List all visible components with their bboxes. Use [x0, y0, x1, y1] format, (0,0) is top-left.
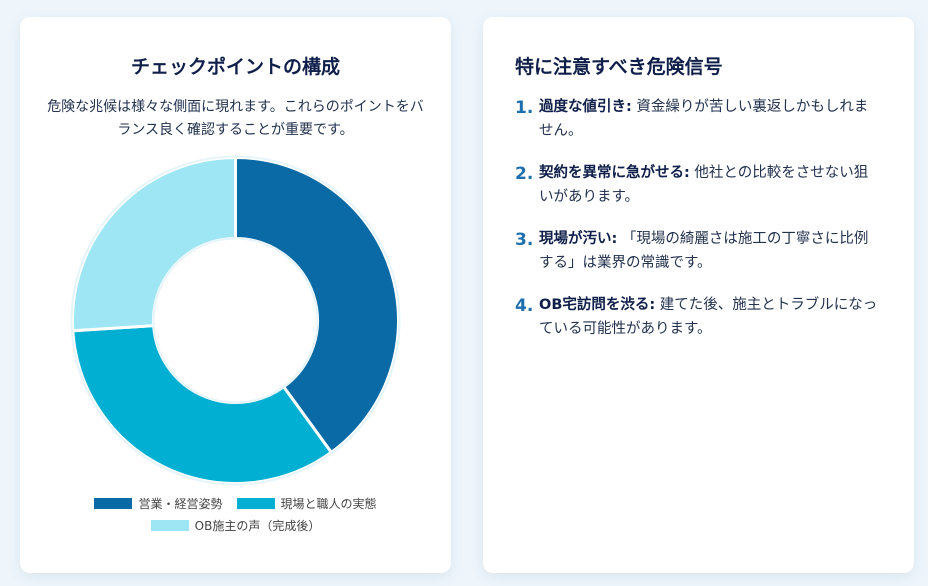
signal-number: 3. [515, 230, 534, 250]
legend-item[interactable]: 現場と職人の実態 [236, 495, 377, 512]
danger-signals-card: 特に注意すべき危険信号 1. 過度な値引き: 資金繰りが苦しい裏返しかもしれませ… [483, 17, 914, 573]
signal-body: 「現場の綺麗さは施工の丁寧さに比例する」は業界の常識です。 [539, 231, 869, 271]
legend-item[interactable]: OB施主の声（完成後） [150, 517, 321, 534]
legend-item[interactable]: 営業・経営姿勢 [94, 495, 223, 512]
composition-title: チェックポイントの構成 [130, 56, 340, 78]
donut-chart [70, 155, 401, 486]
signal-body: 他社との比較をさせない狙いがあります。 [539, 165, 869, 205]
composition-card: チェックポイントの構成 危険な兆候は様々な側面に現れます。これらのポイントをバラ… [20, 17, 451, 573]
danger-signal-list: 1. 過度な値引き: 資金繰りが苦しい裏返しかもしれません。 2. 契約を異常に… [515, 95, 880, 359]
donut-slice[interactable] [71, 324, 334, 485]
legend-label: OB施主の声（完成後） [194, 518, 321, 533]
legend-swatch [236, 497, 275, 509]
signal-number: 1. [515, 98, 534, 118]
legend-label: 現場と職人の実態 [280, 496, 377, 511]
danger-signal-item: 2. 契約を異常に急がせる: 他社との比較をさせない狙いがあります。 [515, 161, 880, 209]
composition-description: 危険な兆候は様々な側面に現れます。これらのポイントをバランス良く確認することが重… [47, 99, 424, 138]
chart-legend: 営業・経営姿勢 現場と職人の実態 OB施主の声（完成後） [20, 495, 451, 539]
donut-outer-ring [70, 155, 401, 486]
signal-title: 現場が汚い: [539, 231, 618, 247]
danger-signal-item: 3. 現場が汚い: 「現場の綺麗さは施工の丁寧さに比例する」は業界の常識です。 [515, 227, 880, 275]
signal-body: 資金繰りが苦しい裏返しかもしれません。 [539, 99, 869, 139]
signal-title: 過度な値引き: [539, 99, 632, 115]
donut-inner-ring [152, 237, 319, 404]
signal-title: 契約を異常に急がせる: [539, 165, 690, 181]
legend-swatch [150, 519, 189, 531]
danger-signal-item: 4. OB宅訪問を渋る: 建てた後、施主とトラブルになっている可能性があります。 [515, 293, 880, 341]
donut-slice[interactable] [71, 155, 237, 333]
legend-swatch [94, 497, 133, 509]
danger-signals-title: 特に注意すべき危険信号 [515, 56, 723, 78]
signal-body: 建てた後、施主とトラブルになっている可能性があります。 [539, 297, 878, 337]
legend-label: 営業・経営姿勢 [138, 496, 223, 511]
signal-title: OB宅訪問を渋る: [539, 297, 656, 313]
signal-number: 2. [515, 164, 534, 184]
danger-signal-item: 1. 過度な値引き: 資金繰りが苦しい裏返しかもしれません。 [515, 95, 880, 143]
signal-number: 4. [515, 296, 534, 316]
